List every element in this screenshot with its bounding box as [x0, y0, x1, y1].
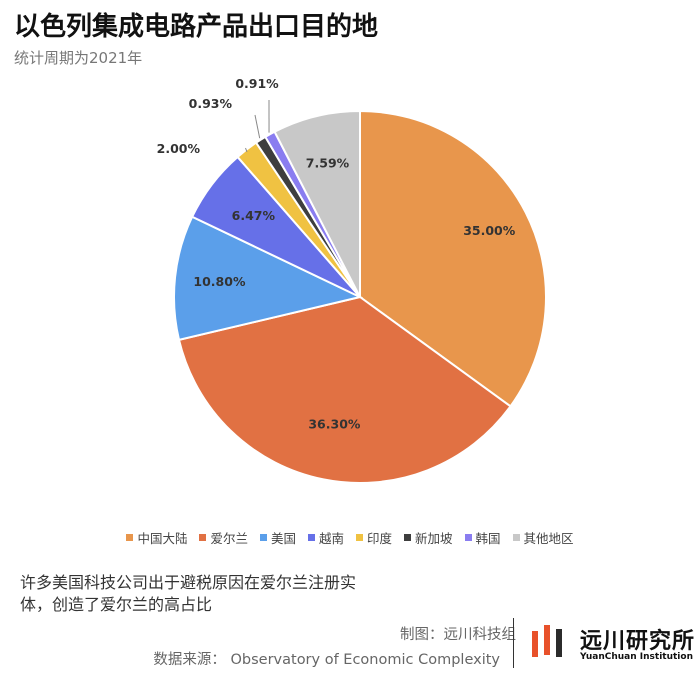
- legend-label: 印度: [367, 531, 393, 546]
- legend-item: 中国大陆: [126, 528, 187, 547]
- logo-name-cn: 远川研究所: [580, 629, 696, 654]
- slice-label: 7.59%: [306, 155, 350, 170]
- footnote: 许多美国科技公司出于避税原因在爱尔兰注册实体，创造了爱尔兰的高占比: [20, 573, 357, 614]
- legend-swatch: [404, 534, 412, 541]
- pie-slice: [173, 215, 363, 342]
- leader-line: [254, 114, 261, 139]
- legend-item: 韩国: [464, 528, 501, 547]
- legend-swatch: [307, 534, 315, 541]
- slice-label: 10.80%: [193, 274, 246, 289]
- legend-swatch: [356, 534, 363, 541]
- legend-item: 印度: [356, 528, 392, 547]
- legend-label: 越南: [318, 531, 344, 546]
- legend-item: 其他地区: [512, 528, 574, 547]
- legend-swatch: [199, 534, 207, 541]
- legend-label: 美国: [270, 531, 296, 546]
- leader-line: [245, 147, 248, 153]
- legend-swatch: [126, 534, 134, 541]
- legend-label: 韩国: [475, 531, 501, 546]
- pie-slice: [177, 295, 512, 484]
- legend-label: 中国大陆: [137, 531, 188, 546]
- legend-item: 美国: [259, 528, 296, 547]
- pie-chart: 35.00% 36.30% 10.80% 6.47% 2.00% 0.93%0.91% 7.…: [157, 76, 547, 484]
- chart-credit: 制图：远川科技组: [400, 627, 516, 643]
- legend-item: 越南: [307, 528, 344, 547]
- logo-icon: [532, 625, 562, 657]
- legend-label: 爱尔兰: [210, 531, 248, 546]
- legend-swatch: [464, 534, 472, 541]
- data-source: 数据来源： Observatory of Economic Complexity: [153, 652, 500, 668]
- legend-item: 爱尔兰: [199, 528, 248, 547]
- legend-swatch: [512, 534, 520, 541]
- slice-label: 2.00%: [157, 141, 201, 156]
- chart-subtitle: 统计周期为2021年: [14, 49, 143, 67]
- slice-label: 36.30%: [308, 417, 361, 432]
- chart-title: 以色列集成电路产品出口目的地: [14, 12, 379, 42]
- slice-label: 6.47%: [232, 208, 276, 223]
- pie-slice: [359, 109, 547, 408]
- pie-slice: [273, 109, 361, 298]
- legend-label: 新加坡: [415, 531, 453, 546]
- legend-item: 新加坡: [404, 528, 453, 547]
- chart-legend: 中国大陆 爱尔兰 美国 越南 印度 新加坡 韩国 其他地区: [0, 528, 700, 547]
- legend-swatch: [259, 534, 267, 541]
- slice-label: 35.00%: [463, 223, 516, 238]
- footer-divider: [513, 618, 514, 668]
- slice-label: 0.91%: [235, 76, 279, 91]
- legend-label: 其他地区: [523, 531, 574, 546]
- slice-label: 0.93%: [189, 96, 233, 111]
- logo-name-en: YuanChuan Institution: [580, 652, 693, 662]
